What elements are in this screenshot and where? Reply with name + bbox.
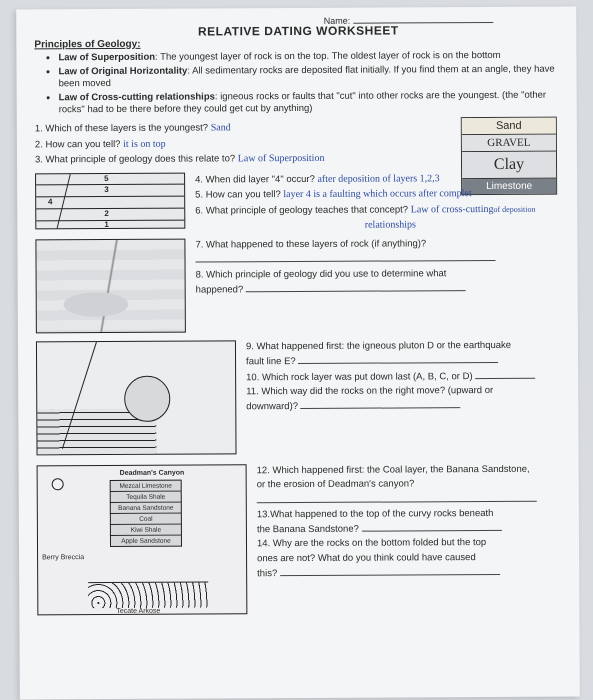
- answer-6: Law of cross-cutting: [411, 204, 494, 215]
- principle-horizontality: Law of Original Horizontality: All sedim…: [58, 63, 562, 89]
- canyon-column: Mezcal Limestone Tequila Shale Banana Sa…: [110, 480, 182, 547]
- section-2: 5 3 4 2 1 4. When did layer "4" occur? a…: [35, 171, 563, 230]
- answer-2: it is on top: [123, 138, 166, 149]
- canyon-diagram: Deadman's Canyon Mezcal Limestone Tequil…: [37, 464, 248, 615]
- canyon-bottom-label: Tecate Arkose: [116, 608, 160, 615]
- pluton-fault-diagram: [36, 340, 237, 455]
- stratum-gravel: GRAVEL: [462, 135, 556, 152]
- answer-5: layer 4 is a faulting which occurs after…: [283, 188, 471, 200]
- principle-superposition: Law of Superposition: The youngest layer…: [58, 50, 562, 65]
- stratum-sand: Sand: [462, 118, 556, 135]
- section-1: Sand GRAVEL Clay Limestone 1. Which of t…: [35, 119, 563, 168]
- question-14c: this?: [257, 564, 582, 581]
- canyon-left-label: Berry Breccia: [42, 554, 84, 561]
- canyon-layer: Banana Sandstone: [110, 503, 182, 514]
- layer-num-1: 1: [104, 220, 109, 229]
- question-10: 10. Which rock layer was put down last (…: [246, 368, 576, 385]
- section-4: 9. What happened first: the igneous plut…: [36, 339, 565, 456]
- principles-heading: Principles of Geology:: [34, 37, 562, 51]
- section-5: Deadman's Canyon Mezcal Limestone Tequil…: [37, 463, 566, 616]
- question-11b: downward)?: [246, 398, 576, 415]
- question-6: 6. What principle of geology teaches tha…: [195, 201, 585, 218]
- layers-diagram: 5 3 4 2 1: [35, 173, 185, 230]
- canyon-title: Deadman's Canyon: [120, 470, 185, 477]
- question-8b: happened?: [196, 280, 576, 297]
- layer-num-3: 3: [104, 185, 109, 194]
- principle-crosscutting: Law of Cross-cutting relationships: igne…: [59, 89, 563, 115]
- canyon-layer: Kiwi Shale: [110, 525, 182, 536]
- canyon-layer: Mezcal Limestone: [110, 480, 182, 492]
- answer-3: Law of Superposition: [238, 153, 325, 164]
- answer-6b: relationships: [365, 219, 416, 230]
- worksheet-paper: Name: RELATIVE DATING WORKSHEET Principl…: [16, 7, 580, 700]
- layer-num-5: 5: [104, 174, 109, 183]
- question-9b: fault line E?: [246, 353, 576, 370]
- canyon-layer: Tequila Shale: [110, 492, 182, 503]
- canyon-layer: Apple Sandstone: [110, 536, 182, 547]
- folded-layers-diagram: [35, 239, 185, 334]
- principles-list: Law of Superposition: The youngest layer…: [58, 50, 562, 116]
- canyon-layer: Coal: [110, 514, 182, 525]
- answer-1: Sand: [211, 123, 231, 134]
- layer-num-2: 2: [104, 209, 109, 218]
- section-3: 7. What happened to these layers of rock…: [35, 237, 563, 334]
- layer-num-4: 4: [48, 197, 53, 206]
- question-13b: the Banana Sandstone?: [257, 521, 582, 538]
- answer-4: after deposition of layers 1,2,3: [317, 173, 439, 185]
